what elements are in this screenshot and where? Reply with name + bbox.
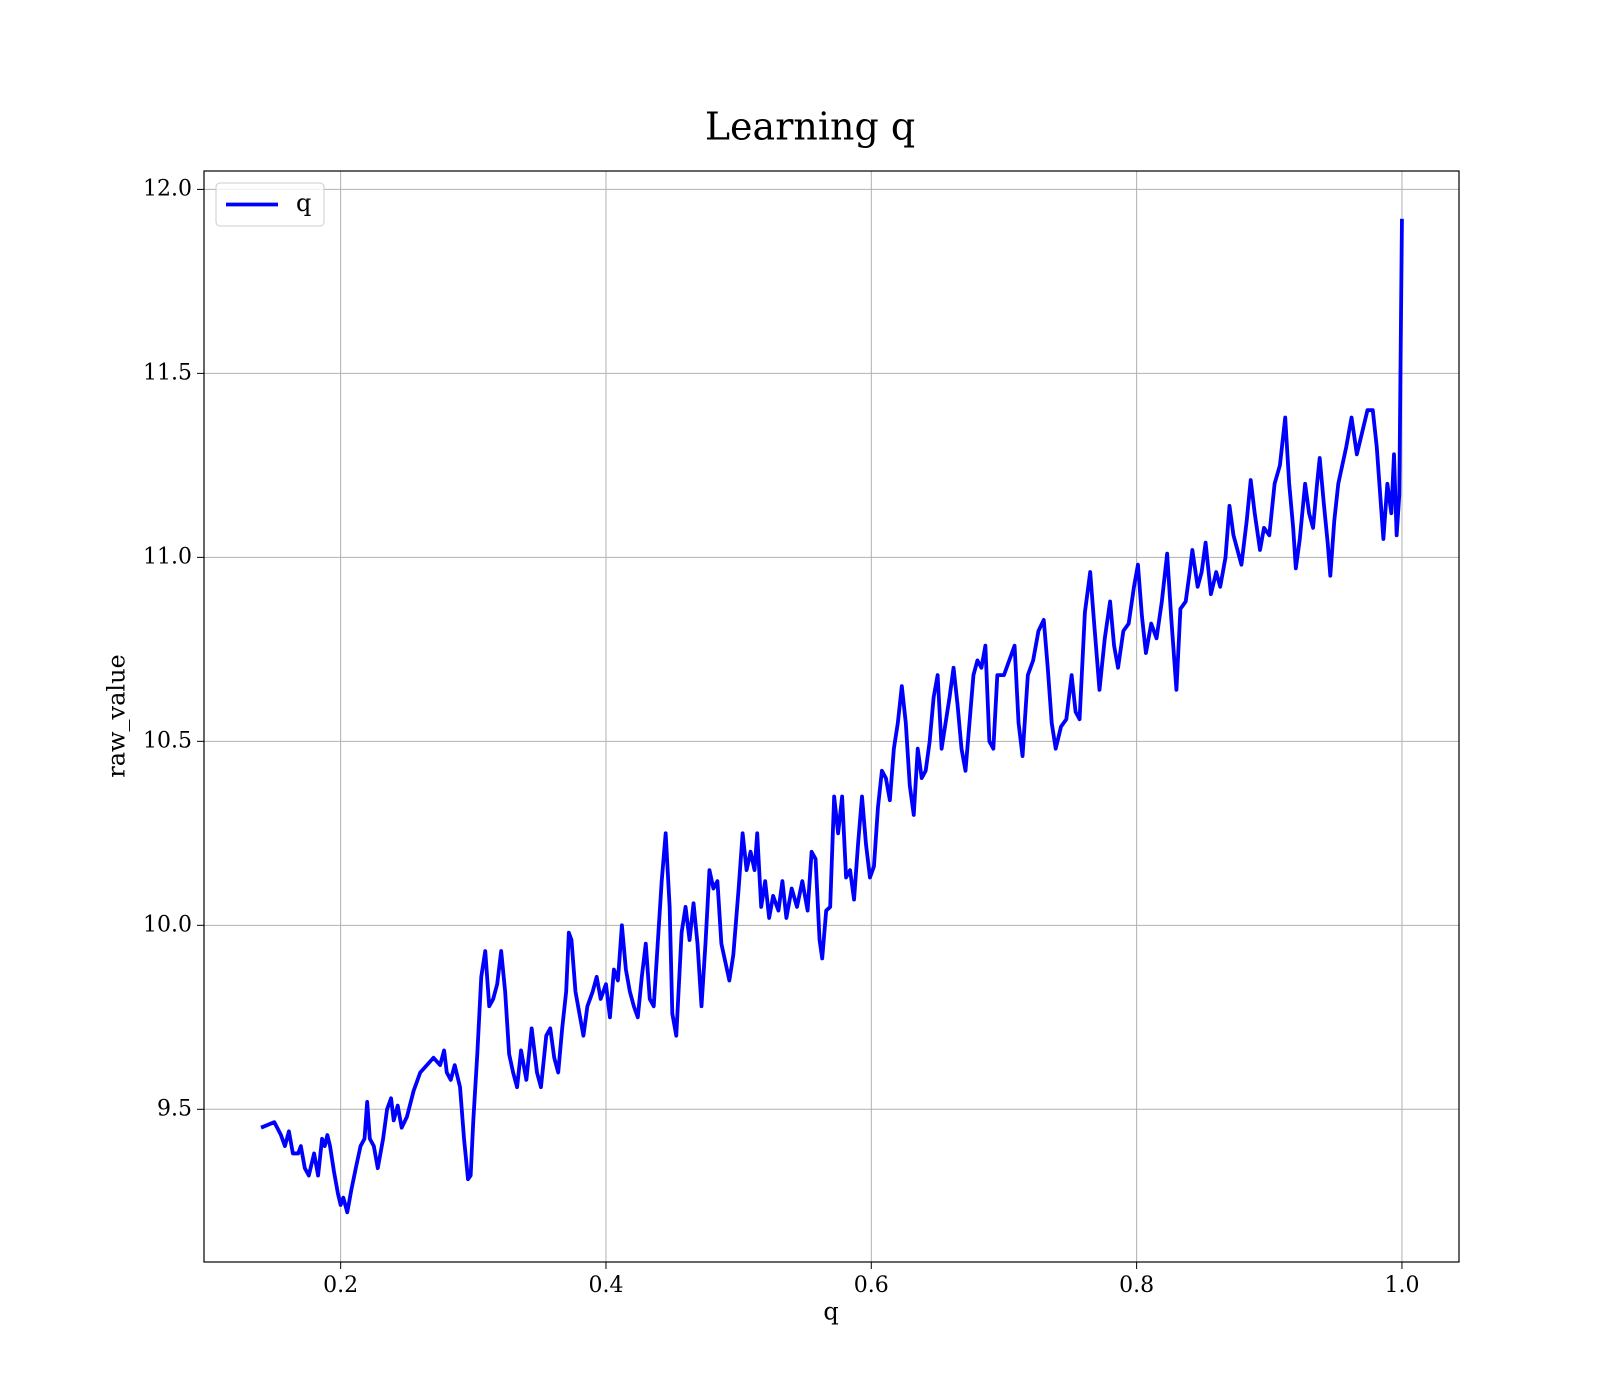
x-tick-label: 0.8	[1119, 1273, 1154, 1298]
x-tick-label: 0.4	[588, 1273, 623, 1298]
x-tick-label: 0.2	[323, 1273, 358, 1298]
y-tick-label: 10.5	[143, 728, 192, 753]
legend-label: q	[296, 189, 311, 217]
x-tick-label: 0.6	[854, 1273, 889, 1298]
y-axis-label: raw_value	[103, 654, 131, 778]
data-line	[260, 218, 1404, 1215]
y-tick-label: 11.5	[143, 360, 192, 385]
x-tick-label: 1.0	[1384, 1273, 1419, 1298]
x-axis-label: q	[823, 1298, 838, 1326]
y-tick-label: 9.5	[157, 1096, 192, 1121]
y-tick-label: 10.0	[143, 912, 192, 937]
y-tick-label: 12.0	[143, 176, 192, 201]
plot-frame	[203, 170, 1460, 1263]
chart-title: Learning q	[705, 105, 915, 149]
y-tick-label: 11.0	[143, 544, 192, 569]
